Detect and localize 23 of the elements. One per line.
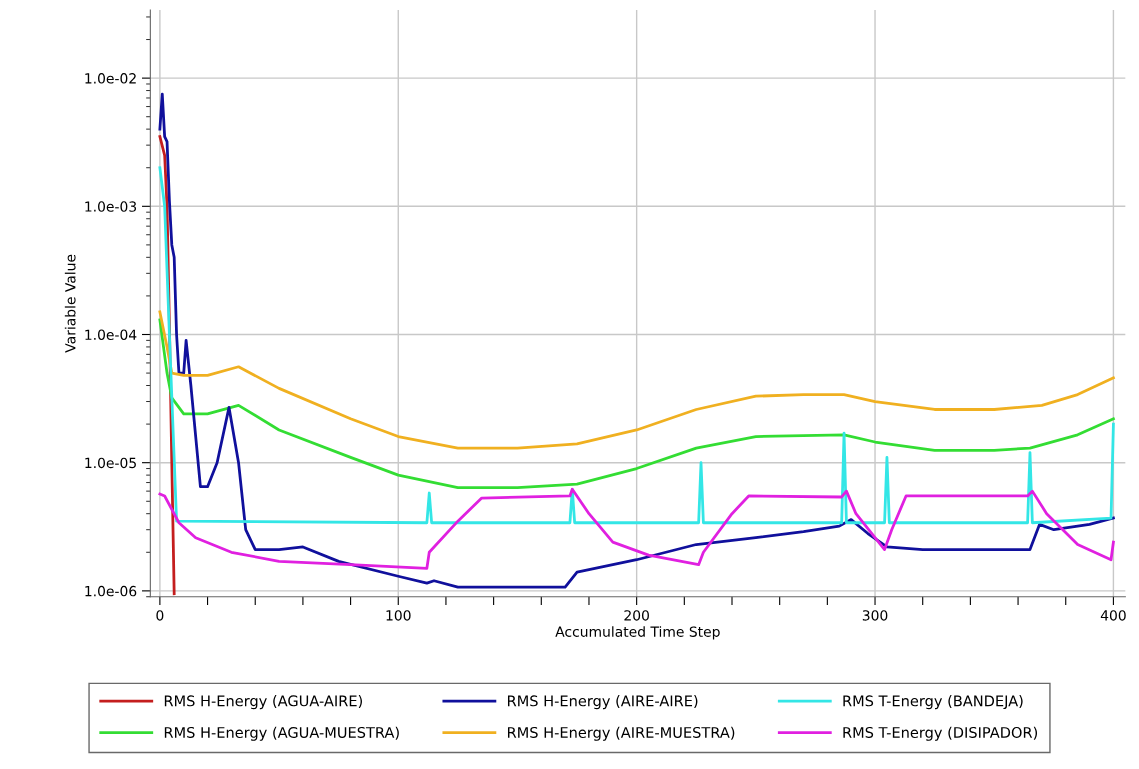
y-axis-title: Variable Value [64, 254, 76, 353]
x-axis-title: Accumulated Time Step [555, 626, 720, 640]
legend-label: RMS T-Energy (BANDEJA) [843, 695, 1023, 710]
y-tick-label: 1.0e-05 [85, 457, 136, 469]
legend-label: RMS H-Energy (AGUA-MUESTRA) [164, 726, 399, 741]
line-series [158, 310, 1115, 450]
legend-label: RMS H-Energy (AIRE-MUESTRA) [508, 726, 735, 741]
y-tick-label: 1.0e-02 [85, 73, 136, 84]
x-tick-label: 200 [624, 610, 649, 621]
x-tick-label: 400 [1100, 610, 1126, 621]
legend-label: RMS T-Energy (DISIPADOR) [843, 726, 1038, 741]
line-series [158, 318, 1115, 489]
y-tick-label: 1.0e-06 [85, 585, 137, 597]
legend-label: RMS H-Energy (AGUA-AIRE) [164, 695, 362, 710]
line-series [158, 166, 1115, 525]
x-tick-label: 0 [156, 610, 164, 621]
line-series [158, 92, 1115, 589]
x-tick-label: 100 [386, 610, 411, 621]
y-tick-label: 1.0e-03 [85, 201, 137, 212]
legend-label: RMS H-Energy (AIRE-AIRE) [508, 695, 698, 710]
y-tick-label: 1.0e-04 [85, 329, 137, 340]
x-tick-label: 300 [862, 610, 888, 621]
line-series [158, 487, 1115, 570]
